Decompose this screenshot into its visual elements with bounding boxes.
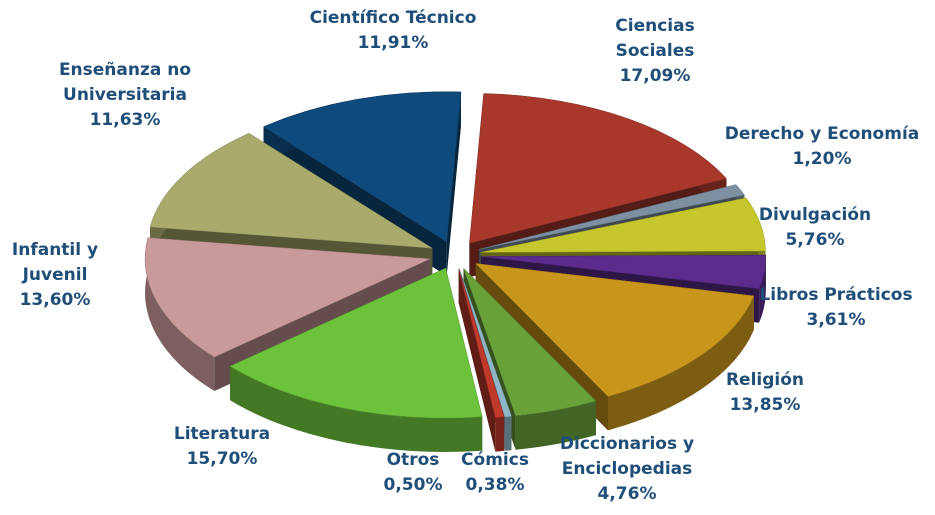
category-name: Libros Prácticos <box>759 285 913 305</box>
slice-label: Literatura 15,70% <box>122 422 322 472</box>
value-label: 13,85% <box>729 395 801 415</box>
slice-side <box>759 255 766 323</box>
slice <box>458 268 505 418</box>
slice <box>144 237 431 358</box>
slice <box>480 197 766 253</box>
slice <box>480 254 767 290</box>
category-name: Derecho y Economía <box>724 124 920 144</box>
value-label: 3,61% <box>806 310 866 330</box>
value-label: 17,09% <box>619 66 691 86</box>
slice <box>469 93 727 244</box>
slice <box>463 268 597 416</box>
slice-side <box>145 237 215 391</box>
value-label: 11,91% <box>357 33 429 53</box>
value-label: 1,20% <box>792 149 852 169</box>
slice-wall <box>446 91 461 276</box>
slice-label: Infantil y Juvenil 13,60% <box>0 238 110 313</box>
slice <box>478 184 745 250</box>
value-label: 15,70% <box>186 449 258 469</box>
slice-label: Divulgación 5,76% <box>715 203 915 253</box>
category-name: Enseñanza no Universitaria <box>58 60 192 105</box>
slice-label: Ciencias Sociales 17,09% <box>605 14 705 89</box>
category-name: Ciencias Sociales <box>615 16 695 61</box>
slice-label: Enseñanza no Universitaria 11,63% <box>45 58 205 133</box>
slice <box>262 91 462 243</box>
slice-side <box>495 416 505 452</box>
slice-side <box>515 401 596 450</box>
value-label: 11,63% <box>89 110 161 130</box>
category-name: Religión <box>725 370 805 390</box>
slice-label: Científico Técnico 11,91% <box>268 6 518 56</box>
category-name: Científico Técnico <box>309 8 477 28</box>
value-label: 0,38% <box>465 475 525 495</box>
category-name: Diccionarios y Enciclopedias <box>559 434 695 479</box>
value-label: 0,50% <box>383 475 443 495</box>
slice-label: Cómics 0,38% <box>445 448 545 498</box>
slice-side <box>608 295 754 431</box>
category-name: Cómics <box>461 450 529 470</box>
slice-label: Derecho y Economía 1,20% <box>697 122 935 172</box>
category-name: Divulgación <box>758 205 872 225</box>
slice-label: Libros Prácticos 3,61% <box>711 283 935 333</box>
slice-label: Religión 13,85% <box>690 368 840 418</box>
slice-label: Diccionarios y Enciclopedias 4,76% <box>547 432 707 507</box>
value-label: 5,76% <box>785 230 845 250</box>
slice <box>229 267 483 419</box>
category-name: Infantil y Juvenil <box>11 240 99 285</box>
slice <box>475 263 755 397</box>
slice <box>459 268 512 418</box>
slice-wall <box>458 268 496 452</box>
value-label: 4,76% <box>597 484 657 504</box>
category-name: Otros <box>386 450 440 470</box>
category-name: Literatura <box>173 424 271 444</box>
slice-side <box>230 366 483 453</box>
slice-label: Otros 0,50% <box>373 448 453 498</box>
value-label: 13,60% <box>19 290 91 310</box>
slice <box>149 133 433 249</box>
slice-side <box>504 416 512 451</box>
